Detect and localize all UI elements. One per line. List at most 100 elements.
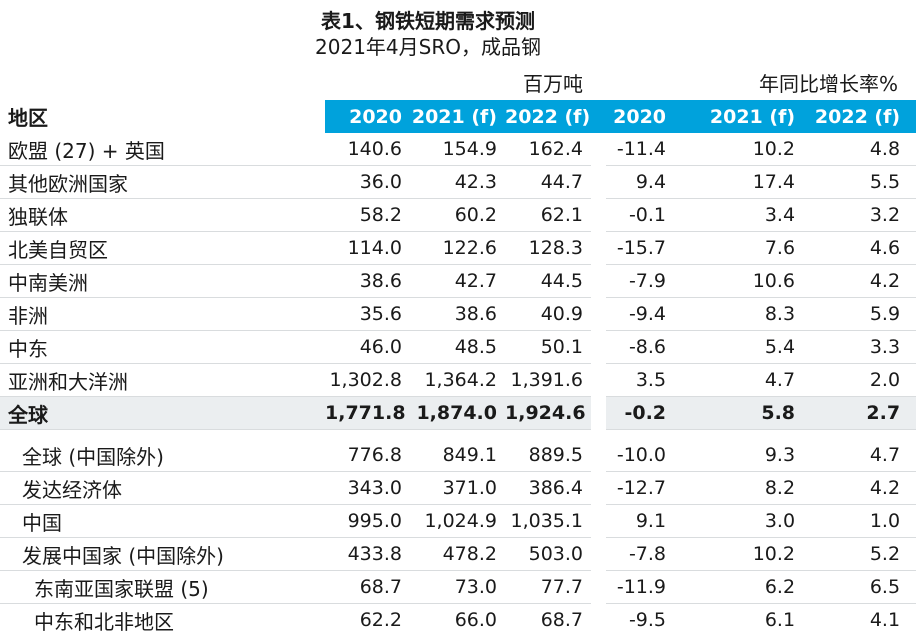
value-cell: 5.9 xyxy=(803,297,916,331)
value-cell: 5.8 xyxy=(674,396,804,430)
value-cell: 36.0 xyxy=(325,165,410,199)
value-cell: -15.7 xyxy=(606,231,675,265)
growth-year-2021f-header: 2021 (f) xyxy=(674,100,804,133)
region-cell: 独联体 xyxy=(0,198,325,232)
region-cell: 发达经济体 xyxy=(0,471,325,505)
value-cell: 4.6 xyxy=(803,231,916,265)
column-header-row: 地区 2020 2021 (f) 2022 (f) 2020 2021 (f) … xyxy=(0,100,916,133)
region-cell: 中东 xyxy=(0,330,325,364)
region-cell: 中南美洲 xyxy=(0,264,325,298)
value-cell: 44.7 xyxy=(505,165,592,199)
value-cell: 4.1 xyxy=(803,603,916,636)
value-cell: 4.7 xyxy=(674,363,804,397)
group-gap-cell xyxy=(591,439,607,472)
value-cell: 9.4 xyxy=(606,165,675,199)
value-cell: 2.0 xyxy=(803,363,916,397)
group-gap-cell xyxy=(591,133,607,166)
value-cell: -11.9 xyxy=(606,570,675,604)
value-cell: 9.3 xyxy=(674,439,804,472)
value-cell: 73.0 xyxy=(410,570,505,604)
group-gap-cell xyxy=(591,603,607,636)
table-row: 亚洲和大洋洲 1,302.8 1,364.2 1,391.6 3.5 4.7 2… xyxy=(0,363,916,397)
value-cell: 44.5 xyxy=(505,264,592,298)
value-cell: 35.6 xyxy=(325,297,410,331)
group-gap-cell xyxy=(591,297,607,331)
value-cell: -10.0 xyxy=(606,439,675,472)
value-cell: 50.1 xyxy=(505,330,592,364)
value-cell: 38.6 xyxy=(325,264,410,298)
value-cell: 849.1 xyxy=(410,439,505,472)
table-row: 中南美洲 38.6 42.7 44.5 -7.9 10.6 4.2 xyxy=(0,264,916,298)
table-row: 发展中国家 (中国除外) 433.8 478.2 503.0 -7.8 10.2… xyxy=(0,537,916,571)
value-cell: 1,364.2 xyxy=(410,363,505,397)
group-gap-cell xyxy=(591,165,607,199)
tonnes-year-2021f-header: 2021 (f) xyxy=(410,100,505,133)
region-column-header: 地区 xyxy=(0,100,325,133)
value-cell: 5.2 xyxy=(803,537,916,571)
table-row: 全球 1,771.8 1,874.0 1,924.6 -0.2 5.8 2.7 xyxy=(0,396,916,430)
value-cell: 3.2 xyxy=(803,198,916,232)
value-cell: 10.2 xyxy=(674,537,804,571)
value-cell: 38.6 xyxy=(410,297,505,331)
value-cell: 114.0 xyxy=(325,231,410,265)
unit-header-spacer xyxy=(0,63,325,100)
value-cell: 1,771.8 xyxy=(325,396,410,430)
table-row: 全球 (中国除外) 776.8 849.1 889.5 -10.0 9.3 4.… xyxy=(0,439,916,472)
value-cell: -11.4 xyxy=(606,133,675,166)
value-cell: 6.1 xyxy=(674,603,804,636)
group-gap-cell xyxy=(591,330,607,364)
region-cell: 全球 (中国除外) xyxy=(0,439,325,472)
value-cell: 1,024.9 xyxy=(410,504,505,538)
value-cell: 62.2 xyxy=(325,603,410,636)
value-cell: 343.0 xyxy=(325,471,410,505)
value-cell: 3.4 xyxy=(674,198,804,232)
value-cell: 995.0 xyxy=(325,504,410,538)
value-cell: 42.3 xyxy=(410,165,505,199)
region-cell: 发展中国家 (中国除外) xyxy=(0,537,325,571)
title-block: 表1、钢铁短期需求预测 2021年4月SRO，成品钢 xyxy=(0,0,856,61)
tonnes-year-2022f-header: 2022 (f) xyxy=(505,100,592,133)
growth-year-2020-header: 2020 xyxy=(606,100,675,133)
value-cell: -0.1 xyxy=(606,198,675,232)
value-cell: 5.5 xyxy=(803,165,916,199)
table-row: 北美自贸区 114.0 122.6 128.3 -15.7 7.6 4.6 xyxy=(0,231,916,265)
value-cell: 6.5 xyxy=(803,570,916,604)
region-cell: 非洲 xyxy=(0,297,325,331)
value-cell: -9.5 xyxy=(606,603,675,636)
value-cell: 140.6 xyxy=(325,133,410,166)
group-gap-cell xyxy=(591,471,607,505)
value-cell: 60.2 xyxy=(410,198,505,232)
growth-year-2022f-header: 2022 (f) xyxy=(803,100,916,133)
value-cell: 8.2 xyxy=(674,471,804,505)
value-cell: 58.2 xyxy=(325,198,410,232)
value-cell: 4.2 xyxy=(803,471,916,505)
value-cell: 1.0 xyxy=(803,504,916,538)
table-row: 发达经济体 343.0 371.0 386.4 -12.7 8.2 4.2 xyxy=(0,471,916,505)
group-gap-cell xyxy=(591,396,607,430)
group-gap-cell xyxy=(591,264,607,298)
group-gap-cell xyxy=(591,231,607,265)
group-gap-cell xyxy=(591,363,607,397)
value-cell: 386.4 xyxy=(505,471,592,505)
table-row: 东南亚国家联盟 (5) 68.7 73.0 77.7 -11.9 6.2 6.5 xyxy=(0,570,916,604)
value-cell: 122.6 xyxy=(410,231,505,265)
value-cell: -7.8 xyxy=(606,537,675,571)
region-cell: 北美自贸区 xyxy=(0,231,325,265)
group-gap-cell xyxy=(591,570,607,604)
value-cell: -8.6 xyxy=(606,330,675,364)
value-cell: -7.9 xyxy=(606,264,675,298)
value-cell: 48.5 xyxy=(410,330,505,364)
value-cell: -12.7 xyxy=(606,471,675,505)
table-row: 中国 995.0 1,024.9 1,035.1 9.1 3.0 1.0 xyxy=(0,504,916,538)
value-cell: 10.6 xyxy=(674,264,804,298)
value-cell: 1,874.0 xyxy=(410,396,505,430)
value-cell: 1,391.6 xyxy=(505,363,592,397)
value-cell: 40.9 xyxy=(505,297,592,331)
table-body: 欧盟 (27) + 英国 140.6 154.9 162.4 -11.4 10.… xyxy=(0,133,916,636)
table-row: 非洲 35.6 38.6 40.9 -9.4 8.3 5.9 xyxy=(0,297,916,331)
region-cell: 东南亚国家联盟 (5) xyxy=(0,570,325,604)
value-cell: 154.9 xyxy=(410,133,505,166)
value-cell: 3.3 xyxy=(803,330,916,364)
tonnes-year-2020-header: 2020 xyxy=(325,100,410,133)
table-subtitle: 2021年4月SRO，成品钢 xyxy=(315,35,541,59)
